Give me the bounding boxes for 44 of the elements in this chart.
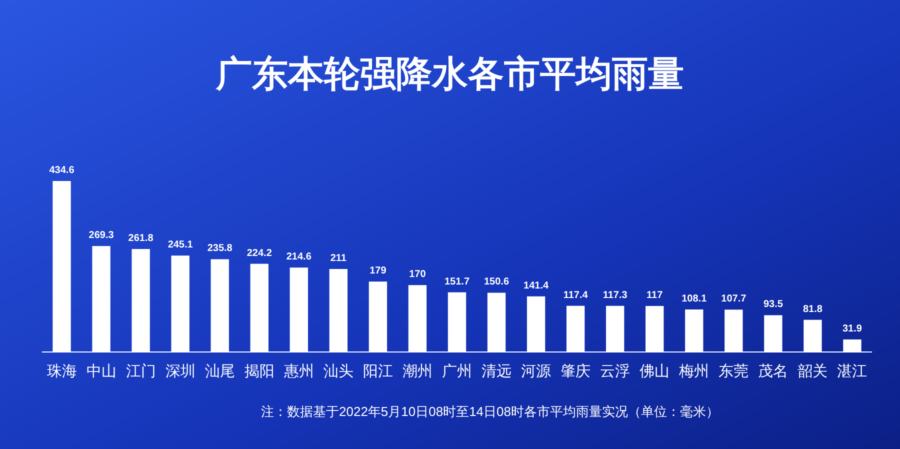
x-tick-label: 揭阳 [244,363,274,380]
data-label: 150.6 [484,276,510,288]
data-label: 93.5 [763,299,784,310]
data-label: 245.1 [168,240,194,251]
data-label: 179 [370,266,387,277]
x-tick-label: 河源 [521,363,552,380]
x-tick-label: 肇庆 [560,363,591,380]
data-label: 434.6 [49,165,75,176]
x-tick-label: 韶关 [798,363,828,380]
x-tick-label: 湛江 [837,363,868,380]
data-label: 81.8 [802,304,823,315]
data-label: 31.9 [842,323,862,334]
chart-title: 广东本轮强降水各市平均雨量 [215,53,684,94]
data-label: 141.4 [524,280,549,292]
data-label: 108.1 [682,293,708,304]
x-tick-label: 汕头 [323,363,354,380]
data-label: 261.8 [128,232,154,244]
data-label: 211 [330,252,347,264]
data-label: 170 [409,269,426,280]
data-label: 269.3 [88,230,114,242]
x-tick-label: 中山 [86,363,116,380]
x-tick-label: 潮州 [402,363,432,380]
x-tick-label: 珠海 [46,363,77,380]
data-label: 117.4 [563,290,588,301]
x-tick-label: 佛山 [640,363,670,380]
data-label: 117.3 [602,290,628,301]
text: 注：数据基于2022年5月10日08时至14日08时各市平均雨量实况（单位：毫米） [261,404,719,419]
x-tick-label: 阳江 [362,363,393,380]
x-tick-label: 云浮 [600,363,630,380]
x-tick-label: 汕尾 [204,363,235,380]
data-label: 107.7 [721,294,747,305]
x-tick-label: 江门 [126,363,156,380]
x-tick-label: 清远 [482,363,512,380]
data-label: 235.8 [207,243,233,254]
data-label: 151.7 [444,276,470,288]
x-tick-label: 惠州 [282,363,314,380]
x-tick-label: 梅州 [678,363,710,380]
x-tick-label: 广州 [442,363,472,380]
data-label: 224.2 [246,248,272,259]
x-tick-label: 茂名 [758,363,788,380]
x-tick-label: 深圳 [165,363,196,380]
x-tick-label: 东莞 [718,363,749,380]
data-label: 117 [646,290,664,301]
data-label: 214.6 [286,252,312,263]
